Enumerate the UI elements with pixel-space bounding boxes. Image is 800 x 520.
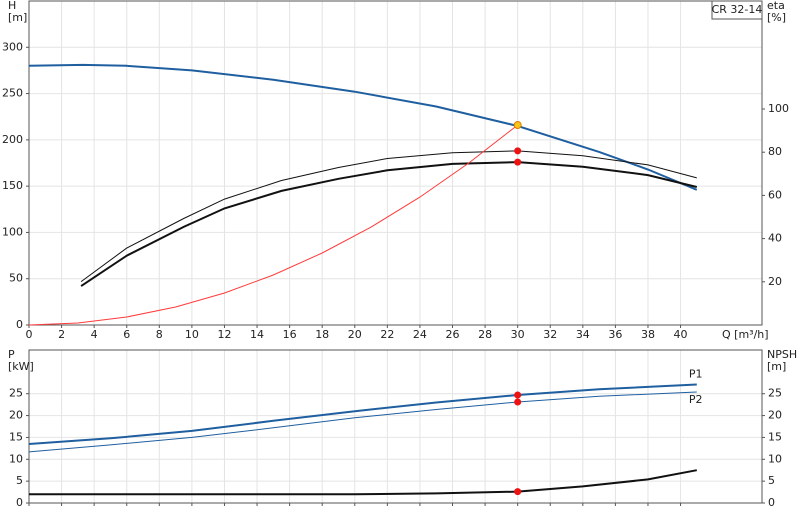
y-tick-label: 10 (9, 452, 23, 465)
series-line (28, 124, 519, 326)
operating-point (514, 147, 522, 155)
x-tick-label: 2 (58, 328, 65, 341)
y-axis-label: [m] (8, 11, 27, 24)
operating-point (514, 488, 522, 496)
x-tick-label: 10 (185, 328, 199, 341)
y2-axis-label: NPSH (767, 348, 797, 361)
y2-tick-label: 60 (768, 188, 782, 201)
x-tick-label: 28 (478, 328, 492, 341)
y-axis-label: H (8, 0, 16, 12)
series-label: P2 (689, 393, 703, 406)
x-tick-label: 36 (608, 328, 622, 341)
operating-point (514, 398, 522, 406)
series-line (80, 161, 698, 287)
series-line (28, 391, 697, 453)
y-tick-label: 25 (9, 387, 23, 400)
y-tick-label: 50 (9, 272, 23, 285)
y2-tick-label: 5 (768, 474, 775, 487)
operating-point (514, 158, 522, 166)
y-tick-label: 250 (2, 87, 23, 100)
y-tick-label: 5 (16, 474, 23, 487)
x-tick-label: 12 (217, 328, 231, 341)
y2-tick-label: 100 (768, 102, 789, 115)
y-tick-label: 300 (2, 40, 23, 53)
series-line (28, 383, 697, 445)
x-tick-label: 24 (413, 328, 427, 341)
y2-tick-label: 15 (768, 430, 782, 443)
x-tick-label: 30 (511, 328, 525, 341)
y2-tick-label: 80 (768, 145, 782, 158)
x-tick-label: 26 (446, 328, 460, 341)
operating-point (514, 391, 522, 399)
label-box (711, 0, 763, 20)
x-tick-label: 14 (250, 328, 264, 341)
x-axis-label: Q [m³/h] (722, 328, 769, 341)
x-tick-label: 34 (576, 328, 590, 341)
x-tick-label: 6 (123, 328, 130, 341)
y2-tick-label: 40 (768, 232, 782, 245)
series-line (28, 63, 698, 191)
x-tick-label: 16 (283, 328, 297, 341)
x-tick-label: 22 (380, 328, 394, 341)
y-axis-label: [kW] (8, 360, 34, 373)
x-tick-label: 4 (91, 328, 98, 341)
y-axis-label: P (8, 348, 15, 361)
x-tick-label: 20 (348, 328, 362, 341)
y2-tick-label: 20 (768, 275, 782, 288)
series-label: P1 (689, 368, 703, 381)
label-box-text: CR 32-14 (712, 3, 763, 16)
y2-tick-label: 10 (768, 452, 782, 465)
x-tick-label: 8 (156, 328, 163, 341)
y2-axis-label: eta (767, 0, 785, 12)
y-tick-label: 20 (9, 409, 23, 422)
y2-axis-label: [m] (767, 360, 786, 373)
y-tick-label: 100 (2, 225, 23, 238)
plot-frame (28, 0, 763, 326)
x-tick-label: 18 (315, 328, 329, 341)
series-line (80, 150, 697, 283)
y-tick-label: 200 (2, 133, 23, 146)
x-tick-label: 32 (543, 328, 557, 341)
x-tick-label: 40 (674, 328, 688, 341)
y2-tick-label: 20 (768, 409, 782, 422)
x-tick-label: 38 (641, 328, 655, 341)
plot-frame (28, 349, 763, 504)
y2-tick-label: 25 (768, 387, 782, 400)
y-tick-label: 0 (16, 496, 23, 509)
x-tick-label: 0 (26, 328, 33, 341)
y2-tick-label: 0 (768, 496, 775, 509)
y-tick-label: 0 (16, 318, 23, 331)
operating-point (513, 121, 522, 130)
series-line (29, 469, 697, 496)
y-tick-label: 150 (2, 179, 23, 192)
y-tick-label: 15 (9, 430, 23, 443)
y2-axis-label: [%] (767, 11, 786, 24)
